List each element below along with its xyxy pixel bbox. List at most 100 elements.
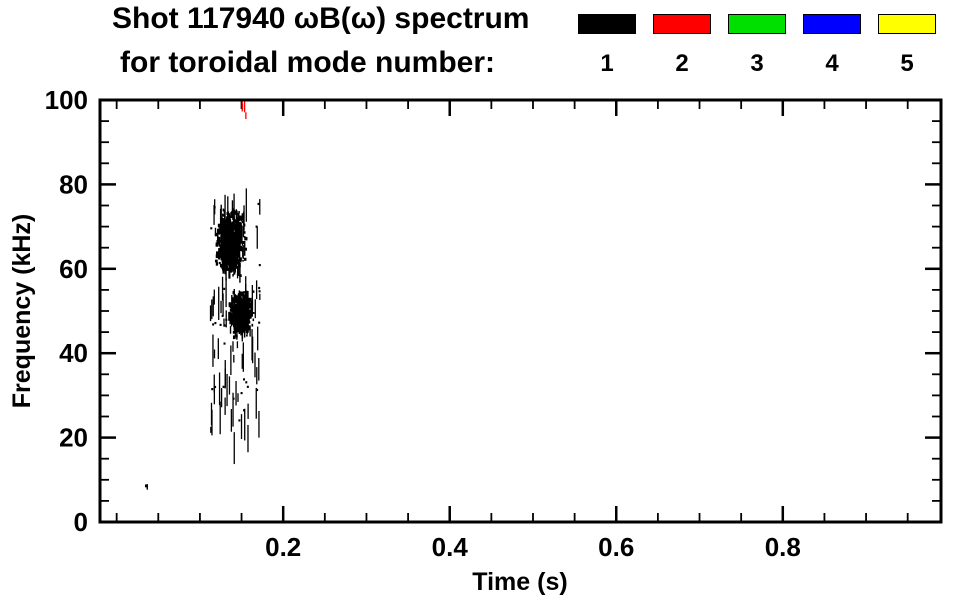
data-mark <box>233 432 235 465</box>
data-mark <box>223 318 225 327</box>
data-mark <box>249 302 252 307</box>
data-mark <box>242 305 244 312</box>
data-mark <box>228 302 231 308</box>
data-mark <box>245 276 247 294</box>
data-mark <box>238 329 241 335</box>
data-mark <box>212 323 215 326</box>
data-mark <box>229 226 232 232</box>
data-mark <box>247 290 249 300</box>
data-mark <box>235 320 239 325</box>
data-mark <box>226 223 228 226</box>
data-mark <box>236 239 240 244</box>
data-mark <box>237 217 241 222</box>
data-mark <box>236 234 240 238</box>
legend-number-5: 5 <box>900 50 914 77</box>
data-mark <box>222 219 226 224</box>
data-mark <box>221 222 224 226</box>
data-mark <box>229 224 233 228</box>
data-mark <box>241 301 245 305</box>
data-mark <box>231 237 233 243</box>
data-mark <box>221 230 224 233</box>
data-mark <box>243 295 246 299</box>
data-mark <box>221 262 224 271</box>
data-mark <box>258 290 261 293</box>
x-tick-label: 0.6 <box>598 532 634 562</box>
data-mark <box>259 199 261 215</box>
data-mark <box>214 385 217 389</box>
data-mark <box>229 252 232 256</box>
data-mark <box>233 193 235 218</box>
x-axis-title: Time (s) <box>472 568 567 596</box>
data-mark <box>221 253 224 269</box>
data-mark <box>229 238 232 242</box>
data-mark <box>232 320 236 324</box>
data-mark <box>213 386 216 405</box>
data-mark <box>257 202 260 206</box>
data-mark <box>233 212 235 229</box>
data-mark <box>243 257 247 261</box>
data-mark <box>235 243 239 248</box>
data-mark <box>213 204 215 225</box>
data-mark <box>222 208 225 212</box>
data-mark <box>236 295 238 301</box>
data-mark <box>247 403 249 419</box>
data-mark <box>258 358 260 381</box>
data-mark <box>243 409 246 412</box>
data-mark <box>236 212 240 216</box>
data-mark <box>219 323 222 326</box>
data-mark <box>248 317 250 323</box>
data-mark <box>231 298 235 302</box>
data-mark <box>226 236 228 243</box>
data-mark <box>219 208 222 232</box>
data-mark <box>235 309 239 313</box>
data-mark <box>212 296 214 317</box>
data-mark <box>239 223 242 227</box>
data-mark <box>220 388 223 408</box>
data-mark <box>211 409 213 436</box>
data-mark <box>230 257 233 262</box>
data-mark <box>218 237 221 241</box>
data-mark <box>219 401 221 435</box>
data-mark <box>224 368 226 387</box>
data-mark <box>242 211 245 225</box>
data-mark <box>257 326 259 351</box>
data-mark <box>229 325 232 334</box>
data-mark <box>232 273 234 277</box>
data-mark <box>239 260 242 263</box>
data-mark <box>220 257 223 260</box>
data-mark <box>237 306 241 310</box>
data-mark <box>230 214 234 219</box>
data-mark <box>228 243 232 248</box>
data-mark <box>217 228 219 241</box>
data-mark <box>243 378 246 381</box>
data-mark <box>233 242 236 259</box>
data-mark <box>214 232 218 237</box>
y-tick-label: 40 <box>59 338 88 368</box>
data-mark <box>227 232 229 249</box>
data-mark <box>215 254 219 259</box>
data-mark <box>234 260 239 265</box>
data-mark <box>215 262 219 266</box>
data-mark <box>231 294 233 312</box>
data-mark <box>245 381 248 384</box>
data-mark <box>230 408 233 432</box>
data-mark <box>222 293 224 316</box>
data-mark <box>225 247 228 257</box>
data-mark <box>224 397 226 415</box>
data-mark <box>235 209 238 242</box>
data-mark <box>240 225 243 229</box>
data-mark <box>242 297 246 301</box>
data-mark <box>238 292 241 296</box>
data-mark <box>232 260 236 264</box>
x-tick-label: 0.2 <box>265 532 301 562</box>
data-mark <box>239 233 241 252</box>
data-mark <box>235 253 238 257</box>
data-mark <box>247 303 251 308</box>
data-mark <box>210 426 212 433</box>
data-mark <box>218 239 220 244</box>
data-mark <box>258 321 261 324</box>
data-mark <box>219 251 222 255</box>
data-mark <box>239 316 241 318</box>
data-mark <box>234 294 236 308</box>
